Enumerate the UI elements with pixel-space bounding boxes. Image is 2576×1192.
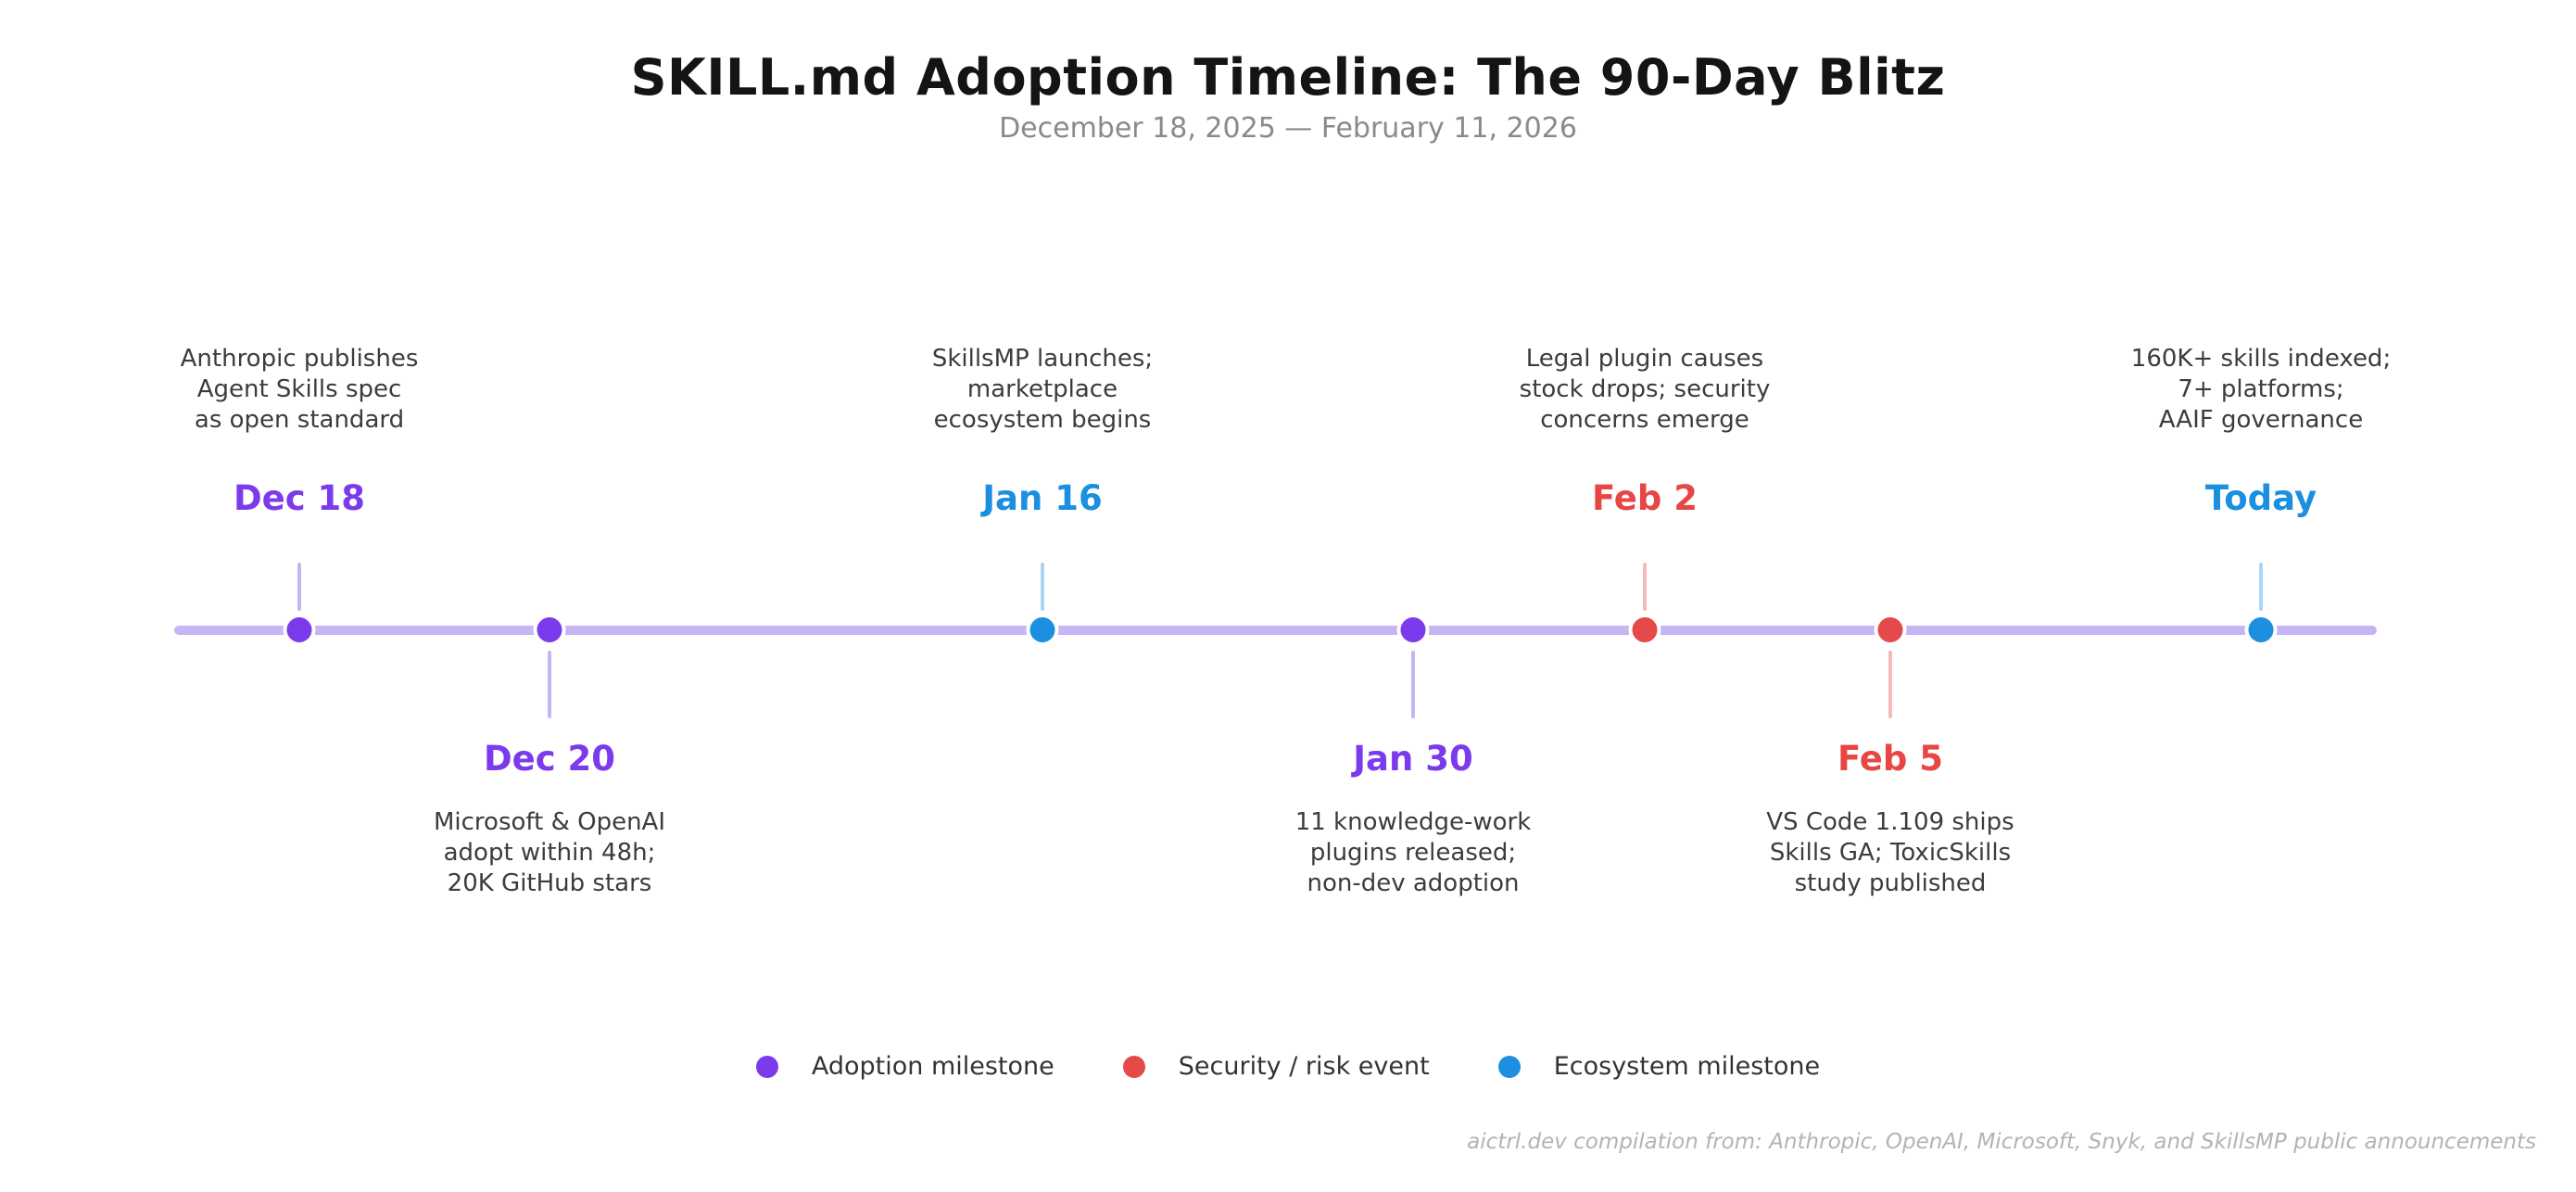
event-description: Legal plugin causes stock drops; securit… (1519, 345, 1771, 434)
ecosystem-milestone-dot-icon (1497, 1055, 1521, 1078)
event-description: VS Code 1.109 ships Skills GA; ToxicSkil… (1766, 808, 2014, 897)
legend: Adoption milestone Security / risk event… (0, 1052, 2576, 1081)
adoption-milestone-dot-icon (755, 1055, 778, 1078)
event-connector-stem (297, 563, 301, 611)
legend-item-security: Security / risk event (1122, 1052, 1430, 1081)
event-connector-stem (1888, 651, 1892, 718)
event-connector-stem (1041, 563, 1044, 611)
event-date-label: Today (2204, 478, 2317, 518)
event-description: Microsoft & OpenAI adopt within 48h; 20K… (433, 808, 666, 897)
page-title: SKILL.md Adoption Timeline: The 90-Day B… (630, 48, 1946, 107)
timeline-axis-line (174, 626, 2377, 635)
event-dot (1396, 614, 1430, 646)
event-date-label: Jan 30 (1353, 739, 1473, 779)
event-connector-stem (1411, 651, 1415, 718)
page-subtitle: December 18, 2025 — February 11, 2026 (999, 112, 1577, 145)
legend-item-ecosystem: Ecosystem milestone (1497, 1052, 1821, 1081)
event-date-label: Feb 5 (1837, 739, 1943, 779)
event-dot (2244, 614, 2278, 646)
event-date-label: Feb 2 (1592, 478, 1698, 518)
event-description: SkillsMP launches; marketplace ecosystem… (931, 345, 1154, 434)
event-connector-stem (2259, 563, 2263, 611)
source-credit: aictrl.dev compilation from: Anthropic, … (1467, 1130, 2536, 1154)
event-date-label: Dec 20 (483, 739, 616, 779)
legend-label: Ecosystem milestone (1553, 1052, 1821, 1081)
event-dot (1628, 614, 1661, 646)
event-connector-stem (548, 651, 551, 718)
security-risk-dot-icon (1122, 1055, 1145, 1078)
event-dot (1026, 614, 1059, 646)
event-dot (533, 614, 566, 646)
event-dot (283, 614, 316, 646)
event-description: 11 knowledge-work plugins released; non-… (1294, 808, 1532, 897)
event-description: Anthropic publishes Agent Skills spec as… (180, 345, 419, 434)
event-dot (1874, 614, 1907, 646)
event-date-label: Jan 16 (982, 478, 1103, 518)
event-date-label: Dec 18 (233, 478, 366, 518)
legend-item-adoption: Adoption milestone (755, 1052, 1054, 1081)
legend-label: Security / risk event (1178, 1052, 1430, 1081)
event-description: 160K+ skills indexed; 7+ platforms; AAIF… (2130, 345, 2392, 434)
legend-label: Adoption milestone (811, 1052, 1054, 1081)
event-connector-stem (1643, 563, 1647, 611)
